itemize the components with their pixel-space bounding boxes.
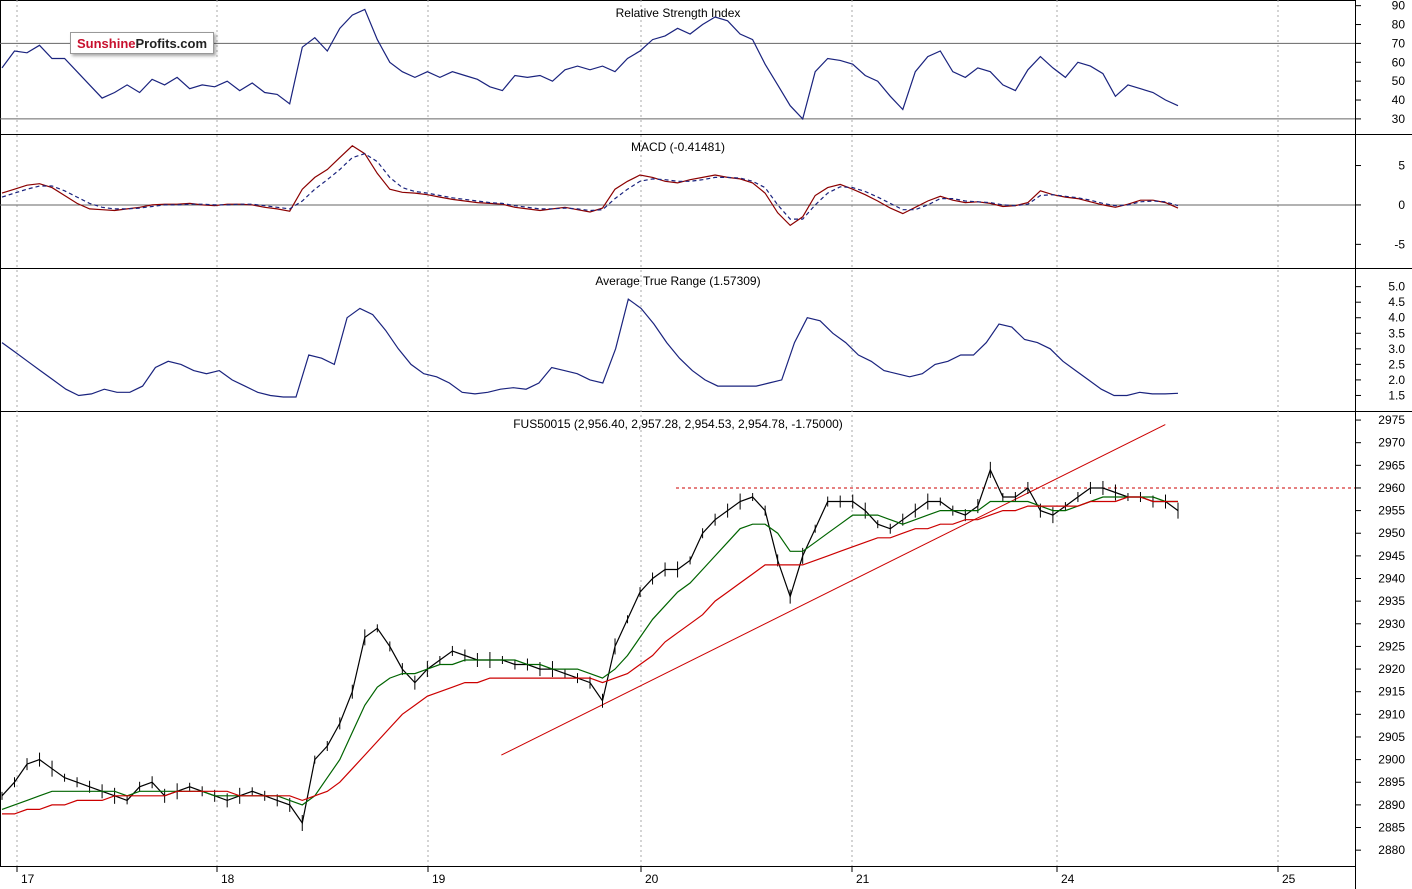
x-tick-label: 20 <box>645 872 659 886</box>
y-tick-label: -5 <box>1394 237 1405 251</box>
y-tick-label: 2950 <box>1378 526 1405 540</box>
y-tick-label: 2915 <box>1378 685 1405 699</box>
y-tick-label: 2910 <box>1378 707 1405 721</box>
series-price <box>1 468 1179 825</box>
y-tick-label: 2920 <box>1378 662 1405 676</box>
y-tick-label: 0 <box>1398 198 1405 212</box>
series-ma-short <box>1 496 1178 810</box>
y-tick-label: 2965 <box>1378 458 1405 472</box>
y-tick-label: 2905 <box>1378 730 1405 744</box>
pane-0: Relative Strength Index 30 40 50 60 70 80 90 <box>0 0 1405 126</box>
y-tick-label: 2885 <box>1378 821 1405 835</box>
y-tick-label: 50 <box>1392 74 1406 88</box>
pane-title-3: FUS50015 (2,956.40, 2,957.28, 2,954.53, … <box>513 417 843 431</box>
series-1-0 <box>1 145 1179 227</box>
y-tick-label: 2945 <box>1378 549 1405 563</box>
series-1-1 <box>1 153 1179 220</box>
y-tick-label: 2970 <box>1378 436 1405 450</box>
x-tick-label: 24 <box>1061 872 1075 886</box>
y-tick-label: 5.0 <box>1388 280 1405 294</box>
y-tick-label: 2935 <box>1378 594 1405 608</box>
y-tick-label: 2.5 <box>1388 357 1405 371</box>
y-tick-label: 80 <box>1392 18 1406 32</box>
plot-frame <box>0 0 1356 867</box>
pane-3: FUS50015 (2,956.40, 2,957.28, 2,954.53, … <box>1 413 1405 857</box>
y-tick-label: 60 <box>1392 55 1406 69</box>
y-tick-label: 5 <box>1398 159 1405 173</box>
y-tick-label: 2900 <box>1378 753 1405 767</box>
x-tick-label: 17 <box>21 872 35 886</box>
y-tick-label: 2940 <box>1378 572 1405 586</box>
y-tick-label: 2.0 <box>1388 373 1405 387</box>
y-tick-label: 3.0 <box>1388 342 1405 356</box>
y-tick-label: 2890 <box>1378 798 1405 812</box>
y-tick-label: 4.0 <box>1388 311 1405 325</box>
x-tick-label: 18 <box>221 872 235 886</box>
y-tick-label: 2895 <box>1378 775 1405 789</box>
y-tick-label: 1.5 <box>1388 388 1405 402</box>
pane-1: MACD (-0.41481) -5 0 5 <box>0 140 1405 251</box>
x-tick-label: 25 <box>1282 872 1296 886</box>
pane-title-0: Relative Strength Index <box>616 6 741 20</box>
logo-part-sunshine: Sunshine <box>77 35 136 51</box>
y-tick-label: 4.5 <box>1388 295 1405 309</box>
y-tick-label: 3.5 <box>1388 326 1405 340</box>
trendline <box>501 424 1166 756</box>
y-tick-label: 2880 <box>1378 843 1405 857</box>
series-ma-long <box>2 496 1178 815</box>
pane-2: Average True Range (1.57309) 1.52.0 2.53.0… <box>1 274 1405 402</box>
y-tick-label: 2925 <box>1378 639 1405 653</box>
series-0-0 <box>1 8 1179 121</box>
pane-title-2: Average True Range (1.57309) <box>595 274 760 288</box>
y-tick-label: 30 <box>1392 112 1406 126</box>
pane-title-1: MACD (-0.41481) <box>631 140 725 154</box>
sunshine-profits-logo[interactable]: Sunshine Profits.com <box>70 32 215 54</box>
y-tick-label: 90 <box>1392 0 1406 13</box>
x-tick-label: 21 <box>856 872 870 886</box>
logo-part-profits: Profits.com <box>135 35 208 51</box>
y-tick-label: 70 <box>1392 36 1406 50</box>
y-tick-label: 40 <box>1392 93 1406 107</box>
y-tick-label: 2960 <box>1378 481 1405 495</box>
y-tick-label: 2955 <box>1378 504 1405 518</box>
y-tick-label: 2975 <box>1378 413 1405 427</box>
series-2-0 <box>1 298 1179 398</box>
y-tick-label: 2930 <box>1378 617 1405 631</box>
x-tick-label: 19 <box>432 872 446 886</box>
